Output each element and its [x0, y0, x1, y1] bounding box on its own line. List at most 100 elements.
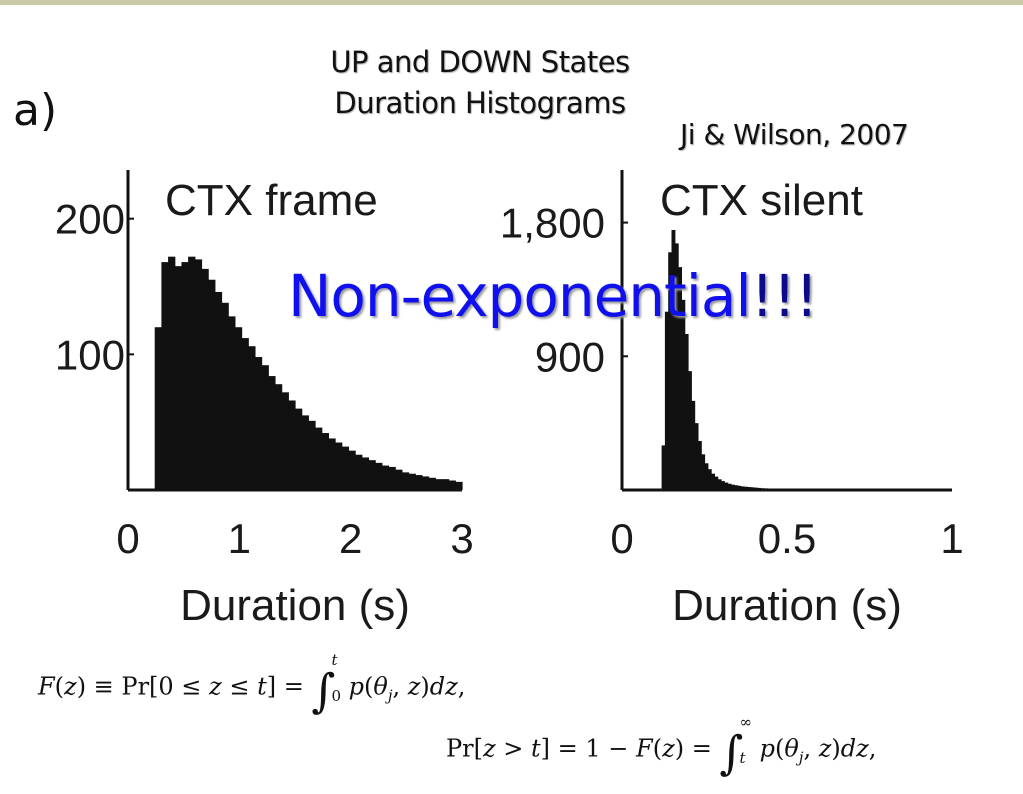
histogram-bar [328, 438, 336, 490]
histogram-bar [335, 442, 343, 490]
histogram-bar [321, 433, 329, 490]
x-tick-label: 1 [228, 515, 251, 562]
chart-title: CTX silent [660, 176, 863, 225]
x-tick-label: 1 [940, 515, 963, 562]
histogram-bar [234, 327, 243, 490]
histogram-bar [308, 420, 316, 490]
x-tick-label: 0 [116, 515, 139, 562]
histogram-bar [661, 445, 666, 490]
histogram-bar [268, 376, 276, 490]
histogram-bar [208, 279, 216, 490]
histogram-bar [355, 454, 363, 490]
histogram-bar [717, 479, 722, 490]
histogram-bar [281, 392, 289, 490]
slide-title: UP and DOWN States Duration Histograms [255, 42, 705, 124]
histogram-bar [721, 481, 725, 490]
histogram-bar [678, 267, 682, 490]
slide-top-border [0, 0, 1023, 5]
histogram-bar [161, 262, 169, 490]
histogram-bar [188, 256, 196, 490]
x-tick-label: 2 [339, 515, 362, 562]
histogram-bar [681, 299, 686, 490]
x-tick-label: 0.5 [758, 515, 816, 562]
histogram-bar [375, 462, 383, 490]
histogram-bar [408, 473, 416, 490]
equation-cdf: F(z) ≡ Pr[0 ≤ z ≤ t] = ∫ t 0 p(θj, z)dz, [38, 651, 466, 718]
y-tick-label: 200 [55, 196, 125, 243]
histogram-bar [261, 365, 269, 490]
y-tick-label: 100 [55, 331, 125, 378]
citation: Ji & Wilson, 2007 [680, 118, 909, 151]
x-tick-label: 3 [450, 515, 473, 562]
histogram-bar [241, 338, 249, 490]
histogram-bar [381, 465, 390, 490]
histogram-bar [668, 252, 673, 490]
histogram-bar [737, 485, 742, 490]
histogram-bar [181, 262, 189, 490]
histogram-bar [688, 371, 692, 490]
histogram-bar [221, 302, 229, 490]
histogram-bar [684, 334, 689, 490]
chart-ctx-silent: 900 1,800 0 0.5 1 Duration (s) CTX silent [500, 170, 964, 630]
histogram-bar [734, 485, 739, 490]
histogram-bar [341, 446, 350, 490]
histogram-bar [154, 327, 162, 490]
histogram-bar [671, 230, 676, 490]
histogram-bar [664, 311, 669, 490]
histogram-bar [714, 476, 719, 490]
histogram-bar [435, 479, 443, 490]
chart-ctx-frame: 100 200 0 1 2 3 Duration (s) CTX frame [55, 170, 474, 630]
histogram-bar [421, 476, 430, 490]
non-exponential-annotation: Non-exponential!!! [288, 262, 819, 330]
histogram-bar [228, 316, 236, 490]
histogram-bar [395, 469, 403, 490]
histogram-bar [295, 408, 303, 490]
histogram-bar [201, 268, 209, 490]
histogram-bar [168, 256, 176, 490]
histogram-bar [724, 482, 729, 490]
histogram-bar [361, 457, 370, 490]
histogram-bar [674, 243, 679, 490]
histogram-bar [401, 472, 410, 490]
histogram-bar [697, 440, 702, 490]
slide-title-line1: UP and DOWN States [330, 45, 630, 79]
histogram-bar [214, 291, 223, 490]
histogram-bar [701, 454, 706, 490]
histogram-charts: 100 200 0 1 2 3 Duration (s) CTX frame 900 1,800… [55, 170, 964, 630]
histogram-bar [254, 357, 263, 490]
histogram-bar [455, 481, 463, 490]
histogram-bar [274, 384, 283, 490]
y-tick-label: 900 [535, 333, 605, 380]
histogram-bar [448, 480, 456, 490]
histogram-bar [388, 466, 396, 490]
histogram-bar [174, 266, 183, 490]
histogram-bar [711, 473, 715, 490]
histogram-bar [428, 477, 436, 490]
x-axis-label: Duration (s) [672, 581, 902, 630]
panel-label: a) [13, 85, 58, 136]
histogram-bar [368, 460, 376, 490]
histogram-bar [694, 423, 699, 490]
x-axis-label: Duration (s) [180, 581, 410, 630]
y-tick-label: 1,800 [500, 200, 605, 247]
histogram-bar [415, 475, 423, 490]
histogram-bar [707, 469, 712, 490]
histogram-bar [288, 400, 296, 490]
histogram-bar [691, 400, 696, 490]
histogram-bar [348, 450, 356, 490]
equation-survival: Pr[z > t] = 1 − F(z) = ∫ ∞ t p(θj, z)dz, [446, 713, 877, 780]
histogram-bar [744, 486, 748, 490]
histogram-bar [194, 259, 203, 490]
histogram-bar [301, 415, 309, 490]
histogram-bar [248, 346, 256, 490]
histogram-bar [315, 427, 323, 490]
annotation-main-text: Non-exponential [288, 262, 752, 330]
histogram-bar [704, 463, 709, 490]
histogram-bar [740, 486, 745, 490]
histogram-bar [727, 483, 732, 490]
x-tick-label: 0 [610, 515, 633, 562]
histogram-bar [730, 484, 735, 490]
chart-title: CTX frame [165, 176, 378, 225]
annotation-exclamation: !!! [750, 262, 819, 330]
histogram-bar [441, 479, 450, 490]
